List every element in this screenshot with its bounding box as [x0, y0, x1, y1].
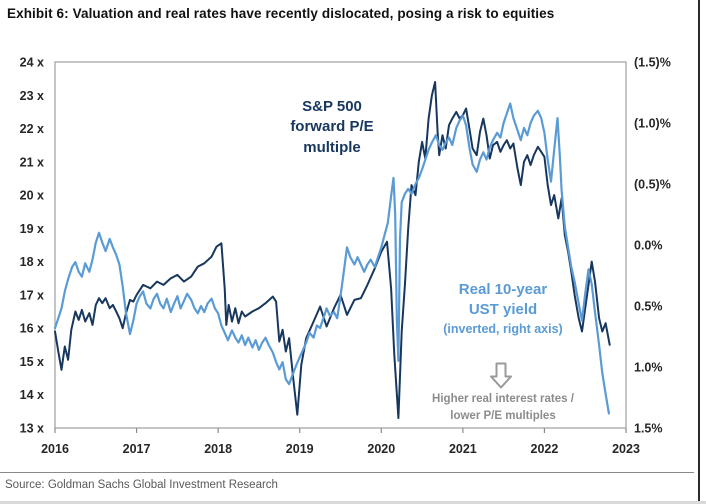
y-left-tick-label: 21 x	[20, 155, 44, 169]
y-right-tick-label: (1.5)%	[634, 56, 671, 70]
y-left-tick-label: 19 x	[20, 222, 44, 236]
x-axis-tick-label: 2019	[286, 442, 314, 456]
pe-line	[54, 81, 611, 419]
y-right-tick-label: (0.5)%	[634, 178, 671, 192]
y-left-tick-label: 17 x	[20, 288, 44, 302]
x-axis-tick-label: 2020	[367, 442, 395, 456]
x-axis-tick-label: 2018	[204, 442, 232, 456]
source-text: Source: Goldman Sachs Global Investment …	[5, 479, 278, 491]
page-bottom-strip	[0, 501, 706, 504]
y-right-tick-label: 1.0%	[634, 361, 663, 375]
x-axis-tick-label: 2017	[123, 442, 151, 456]
page-edge-line	[698, 0, 700, 504]
y-right-tick-label: 1.5%	[634, 422, 663, 436]
y-left-tick-label: 14 x	[20, 388, 44, 402]
real-yield-line	[53, 102, 611, 415]
y-left-tick-label: 23 x	[20, 89, 44, 103]
y-left-tick-label: 16 x	[20, 322, 44, 336]
x-axis-tick-label: 2022	[531, 442, 559, 456]
y-left-tick-label: 22 x	[20, 122, 44, 136]
series-sublabel-yield: (inverted, right axis)	[443, 322, 563, 336]
y-right-tick-label: 0.0%	[634, 239, 663, 253]
y-right-tick-label: 0.5%	[634, 300, 663, 314]
series-label-pe: S&P 500 forward P/E multiple	[290, 98, 374, 156]
exhibit-title: Exhibit 6: Valuation and real rates have…	[7, 6, 555, 21]
source-divider	[0, 472, 694, 473]
x-axis-tick-label: 2016	[41, 442, 69, 456]
y-left-tick-label: 20 x	[20, 189, 44, 203]
x-axis-tick-label: 2021	[449, 442, 477, 456]
plot-border	[54, 61, 627, 429]
x-axis-tick-label: 2023	[612, 442, 640, 456]
chart-plot: 2016 2017 2018 2019 2020 2021 2022 2023 24 x 23 x…	[20, 56, 671, 457]
y-left-tick-label: 18 x	[20, 255, 44, 269]
y-left-tick-label: 13 x	[20, 422, 44, 436]
y-right-tick-label: (1.0)%	[634, 117, 671, 131]
y-left-tick-label: 24 x	[20, 56, 44, 70]
down-arrow-icon	[490, 362, 512, 389]
annotation-note: Higher real interest rates / lower P/E m…	[432, 393, 574, 422]
y-left-tick-label: 15 x	[20, 355, 44, 369]
series-label-yield: Real 10-year UST yield	[458, 281, 548, 318]
